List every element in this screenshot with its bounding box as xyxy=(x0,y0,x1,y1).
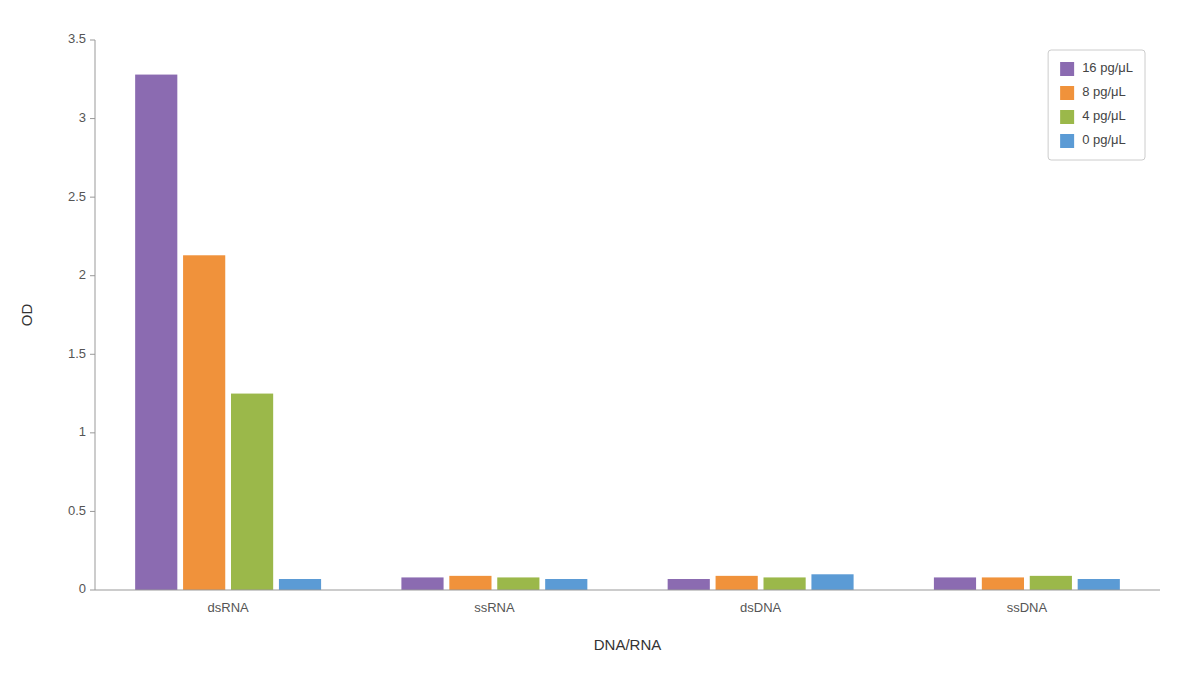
bar xyxy=(231,394,273,590)
y-tick-label: 3 xyxy=(79,110,86,125)
legend-frame xyxy=(1048,50,1145,160)
legend-label: 4 pg/μL xyxy=(1082,108,1126,123)
legend-label: 8 pg/μL xyxy=(1082,84,1126,99)
bar xyxy=(183,255,225,590)
x-tick-label: dsDNA xyxy=(740,600,782,615)
chart: 0 0.5 1 1.5 2 2.5 3 3.5 dsRNA ssRNA dsDNA ssDNA DNA/… xyxy=(0,0,1200,675)
bars xyxy=(135,75,1120,590)
bar xyxy=(668,579,710,590)
axes: 0 0.5 1 1.5 2 2.5 3 3.5 dsRNA ssRNA dsDNA ssDNA xyxy=(68,31,1160,615)
x-tick-label: dsRNA xyxy=(208,600,250,615)
x-tick-label: ssDNA xyxy=(1007,600,1048,615)
y-tick-label: 1 xyxy=(79,424,86,439)
legend-swatch xyxy=(1060,86,1074,100)
bar xyxy=(545,579,587,590)
y-tick xyxy=(90,275,95,276)
bar xyxy=(811,574,853,590)
x-axis-line xyxy=(95,590,1160,591)
y-tick-label: 0 xyxy=(79,581,86,596)
bar xyxy=(982,577,1024,590)
legend-swatch xyxy=(1060,62,1074,76)
y-tick xyxy=(90,40,95,41)
y-tick xyxy=(90,511,95,512)
y-tick xyxy=(90,118,95,119)
bar xyxy=(1030,576,1072,590)
y-tick xyxy=(90,354,95,355)
y-axis-line xyxy=(95,40,96,590)
bar xyxy=(764,577,806,590)
bar xyxy=(449,576,491,590)
x-axis-label: DNA/RNA xyxy=(594,636,662,653)
y-tick-label: 1.5 xyxy=(68,346,86,361)
y-tick-label: 0.5 xyxy=(68,503,86,518)
y-tick-label: 2.5 xyxy=(68,189,86,204)
y-tick-label: 3.5 xyxy=(68,31,86,46)
y-axis-label: OD xyxy=(18,304,35,327)
x-tick-label: ssRNA xyxy=(474,600,515,615)
y-tick-label: 2 xyxy=(79,267,86,282)
legend-swatch xyxy=(1060,110,1074,124)
bar xyxy=(279,579,321,590)
legend-label: 0 pg/μL xyxy=(1082,132,1126,147)
bar xyxy=(1078,579,1120,590)
bar xyxy=(716,576,758,590)
bar xyxy=(497,577,539,590)
bar xyxy=(135,75,177,590)
bar xyxy=(934,577,976,590)
bar xyxy=(401,577,443,590)
legend: 16 pg/μL 8 pg/μL 4 pg/μL 0 pg/μL xyxy=(1048,50,1145,160)
y-tick xyxy=(90,197,95,198)
legend-label: 16 pg/μL xyxy=(1082,60,1133,75)
y-tick xyxy=(90,432,95,433)
legend-swatch xyxy=(1060,134,1074,148)
y-tick xyxy=(90,590,95,591)
